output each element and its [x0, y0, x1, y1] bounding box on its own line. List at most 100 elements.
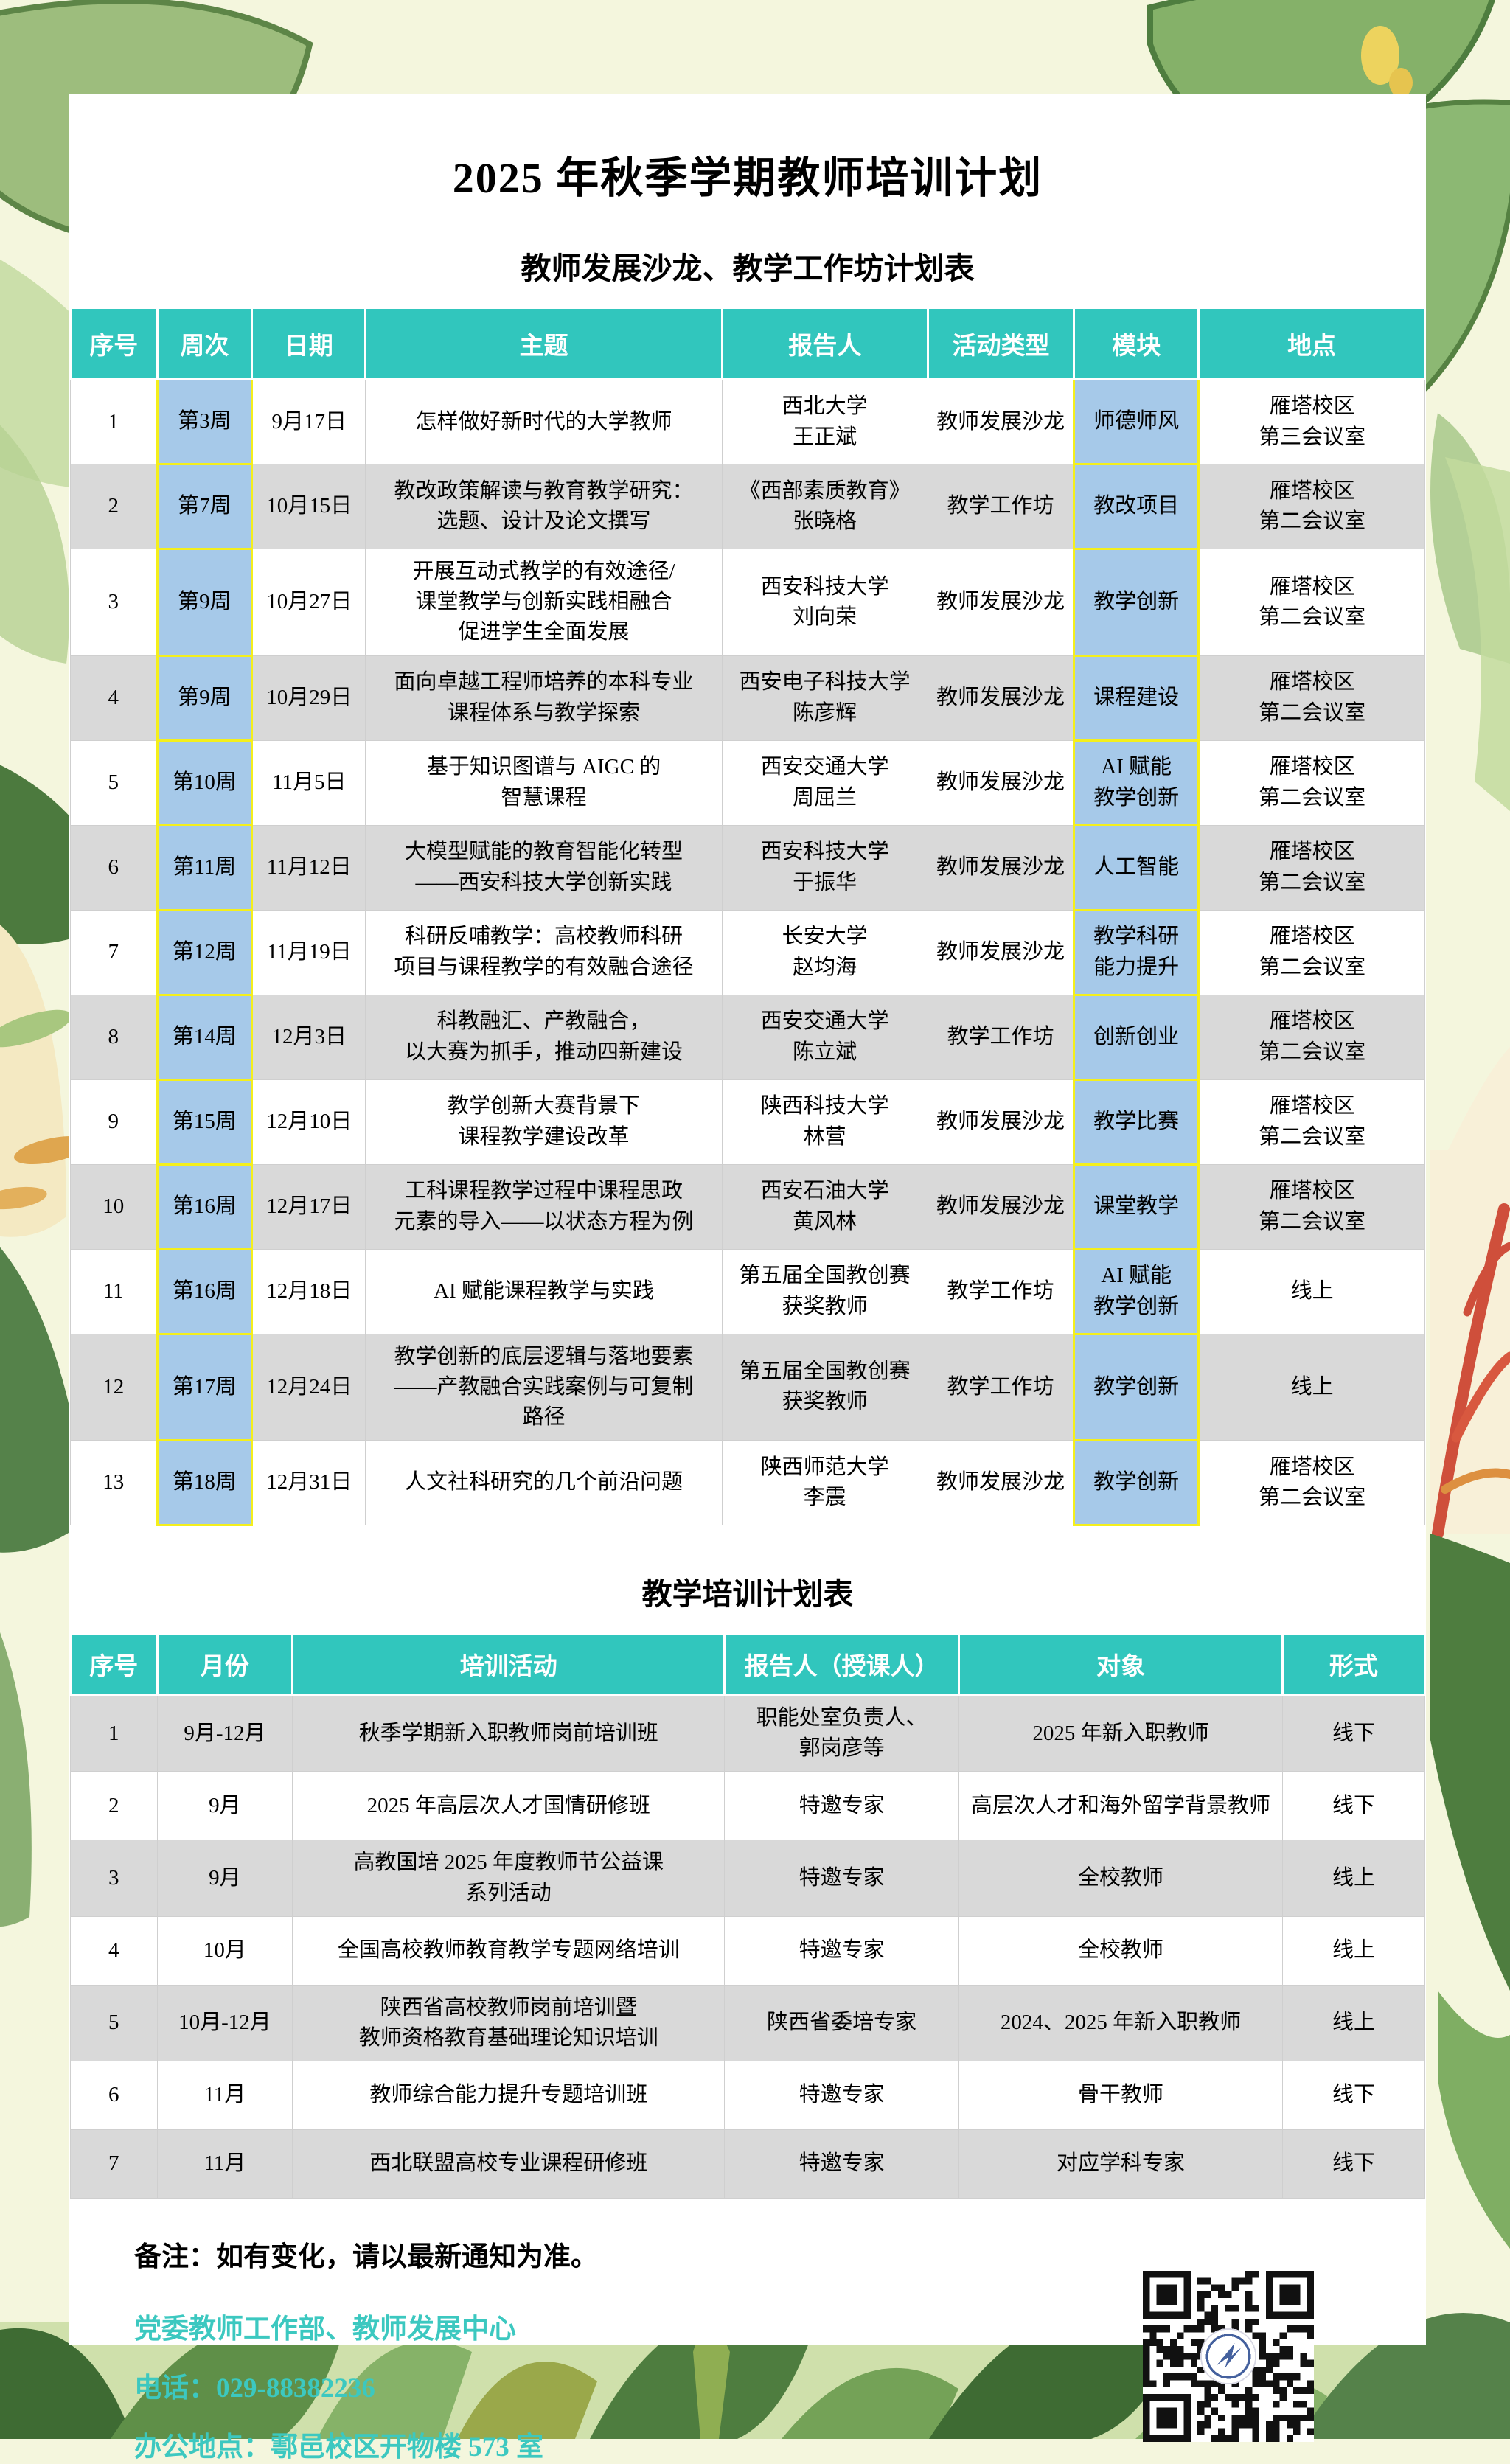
table-cell: 2025 年新入职教师: [958, 1694, 1284, 1772]
table-row: 5 10月-12月 陕西省高校教师岗前培训暨 教师资格教育基础理论知识培训 陕西省委培…: [70, 1984, 1425, 2062]
table-cell: 11月5日: [251, 739, 366, 826]
table-cell: 第14周: [156, 993, 254, 1081]
table-cell: 教师发展沙龙: [927, 909, 1075, 995]
table-row: 4 第9周 10月29日 面向卓越工程师培养的本科专业 课程体系与教学探索 西安电子科技…: [70, 654, 1425, 742]
header-cell: 对象: [958, 1632, 1284, 1696]
table-row: 6 第11周 11月12日 大模型赋能的教育智能化转型 ——西安科技大学创新实践 西安科…: [70, 824, 1425, 911]
table-cell: 大模型赋能的教育智能化转型 ——西安科技大学创新实践: [365, 824, 723, 911]
table-cell: 雁塔校区 第二会议室: [1198, 1163, 1425, 1250]
table-cell: 教学工作坊: [927, 994, 1075, 1080]
table-cell: 11月19日: [251, 909, 366, 995]
table-cell: 课程建设: [1073, 654, 1200, 742]
table-cell: 3: [70, 549, 158, 656]
table-cell: 6: [70, 2061, 158, 2131]
left-side-leaves: [0, 765, 125, 1927]
table-row: 10 第16周 12月17日 工科课程教学过程中课程思政 元素的导入——以状态方程为例…: [70, 1163, 1425, 1250]
table-cell: 雁塔校区 第二会议室: [1198, 739, 1425, 826]
table-cell: 陕西省高校教师岗前培训暨 教师资格教育基础理论知识培训: [292, 1984, 726, 2062]
table-cell: 2: [70, 464, 158, 549]
table-cell: 第16周: [156, 1163, 254, 1250]
right-mid-leaf: [1438, 1991, 1510, 2249]
table-cell: 特邀专家: [724, 2129, 960, 2199]
header-cell: 周次: [156, 307, 254, 380]
table-cell: 陕西省委培专家: [724, 1984, 960, 2062]
right-dark-leaf: [1430, 1534, 1510, 1991]
table-cell: 第五届全国教创赛 获奖教师: [721, 1333, 928, 1441]
table-cell: 陕西师范大学 李震: [721, 1440, 928, 1526]
right-blades: [1445, 457, 1510, 811]
table-cell: 秋季学期新入职教师岗前培训班: [292, 1694, 726, 1772]
salon-workshop-table-title: 教师发展沙龙、教学工作坊计划表: [521, 251, 975, 285]
table-cell: 11月12日: [251, 824, 366, 911]
footer-note: 备注：如有变化，请以最新通知为准。: [134, 2242, 598, 2273]
table-cell: 工科课程教学过程中课程思政 元素的导入——以状态方程为例: [365, 1163, 723, 1250]
table-cell: 第18周: [156, 1439, 254, 1527]
table-cell: 11月: [156, 2061, 293, 2131]
header-cell: 培训活动: [291, 1632, 726, 1696]
table-cell: 西安交通大学 周屈兰: [721, 739, 928, 826]
table-cell: 9月-12月: [156, 1694, 293, 1772]
table-cell: 2024、2025 年新入职教师: [958, 1984, 1284, 2062]
content-panel: 2025 年秋季学期教师培训计划 教师发展沙龙、教学工作坊计划表 序号 周次 日期主…: [69, 94, 1426, 2463]
table-cell: 2025 年高层次人才国情研修班: [292, 1771, 726, 1841]
qr-code: [1143, 2271, 1314, 2443]
table-cell: 高教国培 2025 年度教师节公益课 系列活动: [292, 1840, 726, 1917]
table-cell: 全校教师: [958, 1840, 1284, 1917]
training-plan-table-title: 教学培训计划表: [641, 1577, 854, 1612]
table-cell: 线下: [1282, 1694, 1425, 1772]
table-cell: 雁塔校区 第二会议室: [1198, 824, 1425, 911]
table-cell: 第五届全国教创赛 获奖教师: [721, 1248, 928, 1334]
footer-phone: 电话：029-88382236: [134, 2373, 375, 2404]
table-row: 1 9月-12月 秋季学期新入职教师岗前培训班 职能处室负责人、 郭岗彦等 2025 年…: [70, 1694, 1425, 1772]
table-cell: 雁塔校区 第二会议室: [1198, 655, 1425, 741]
table-cell: 教改项目: [1073, 463, 1200, 550]
table-row: 2 9月 2025 年高层次人才国情研修班 特邀专家 高层次人才和海外留学背景教师 线下: [70, 1771, 1425, 1841]
table-cell: 12月10日: [251, 1079, 366, 1165]
table-row: 9 第15周 12月10日 教学创新大赛背景下 课程教学建设改革 陕西科技大学 林营 教师…: [70, 1078, 1425, 1166]
table-cell: 教师综合能力提升专题培训班: [292, 2061, 726, 2131]
table-cell: 教师发展沙龙: [927, 549, 1075, 656]
table-cell: 特邀专家: [724, 1840, 960, 1917]
header-cell: 序号: [69, 1632, 159, 1696]
table-cell: 教改政策解读与教育教学研究： 选题、设计及论文撰写: [365, 464, 723, 549]
table-cell: 特邀专家: [724, 1771, 960, 1841]
header-cell: 报告人: [720, 307, 929, 380]
table-cell: 10月27日: [251, 549, 366, 656]
table-cell: 5: [70, 739, 158, 826]
table-cell: 13: [70, 1440, 158, 1526]
table-cell: 9: [70, 1079, 158, 1165]
table-cell: 9月: [156, 1840, 293, 1917]
table-cell: 线上: [1282, 1984, 1425, 2062]
table-row: 7 11月 西北联盟高校专业课程研修班 特邀专家 对应学科专家 线下: [70, 2129, 1425, 2199]
table-cell: 教学工作坊: [927, 464, 1075, 549]
table-cell: 线上: [1282, 1915, 1425, 1986]
table-cell: 教师发展沙龙: [927, 739, 1075, 826]
table-cell: 第3周: [156, 378, 254, 465]
table-cell: 第15周: [156, 1078, 254, 1166]
table-cell: 人文社科研究的几个前沿问题: [365, 1440, 723, 1526]
footer: 备注：如有变化，请以最新通知为准。 党委教师工作部、教师发展中心 电话：029-…: [69, 2234, 1426, 2464]
table-row: 11 第16周 12月18日 AI 赋能课程教学与实践 第五届全国教创赛 获奖教师 教学工…: [70, 1247, 1425, 1335]
header-cell: 报告人（授课人）: [723, 1632, 961, 1696]
table-cell: 人工智能: [1073, 824, 1200, 911]
table-cell: 第9周: [156, 654, 254, 742]
table-cell: 教学创新: [1073, 1439, 1200, 1527]
table-cell: 全校教师: [958, 1915, 1284, 1986]
table-cell: AI 赋能 教学创新: [1073, 1247, 1200, 1335]
table-cell: 2: [70, 1771, 158, 1841]
table-cell: 《西部素质教育》 张晓格: [721, 464, 928, 549]
header-cell: 形式: [1281, 1632, 1426, 1696]
table-cell: 高层次人才和海外留学背景教师: [958, 1771, 1284, 1841]
table-row: 13 第18周 12月31日 人文社科研究的几个前沿问题 陕西师范大学 李震 教师发展沙龙…: [70, 1439, 1425, 1527]
table-cell: 西安石油大学 黄风林: [721, 1163, 928, 1250]
table-cell: 9月17日: [251, 379, 366, 464]
table-row: 7 第12周 11月19日 科研反哺教学：高校教师科研 项目与课程教学的有效融合途径长…: [70, 908, 1425, 996]
table-cell: 10: [70, 1163, 158, 1250]
table-cell: 对应学科专家: [958, 2129, 1284, 2199]
table-cell: 西北联盟高校专业课程研修班: [292, 2129, 726, 2199]
table-cell: 6: [70, 824, 158, 911]
header-cell: 序号: [69, 307, 159, 380]
table-cell: 12月18日: [251, 1248, 366, 1334]
table-cell: 3: [70, 1840, 158, 1917]
